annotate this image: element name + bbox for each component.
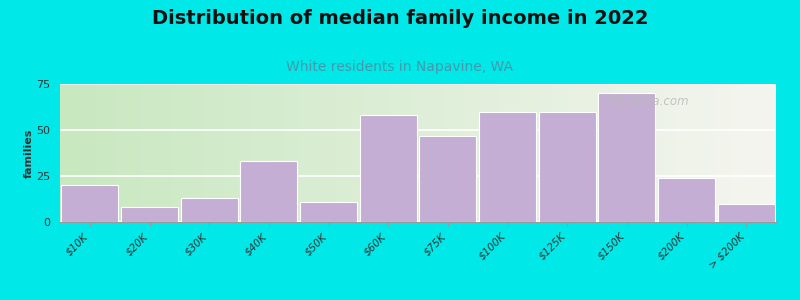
Bar [539,112,595,222]
Bar [479,112,536,222]
Bar [718,204,774,222]
Bar [419,136,476,222]
Text: City-Data.com: City-Data.com [597,95,689,108]
Y-axis label: families: families [23,128,34,178]
Bar [62,185,118,222]
Text: Distribution of median family income in 2022: Distribution of median family income in … [152,9,648,28]
Bar [598,93,655,222]
Bar [241,161,297,222]
Bar [181,198,238,222]
Bar [360,115,417,222]
Text: White residents in Napavine, WA: White residents in Napavine, WA [286,60,514,74]
Bar [658,178,715,222]
Bar [121,207,178,222]
Bar [300,202,357,222]
